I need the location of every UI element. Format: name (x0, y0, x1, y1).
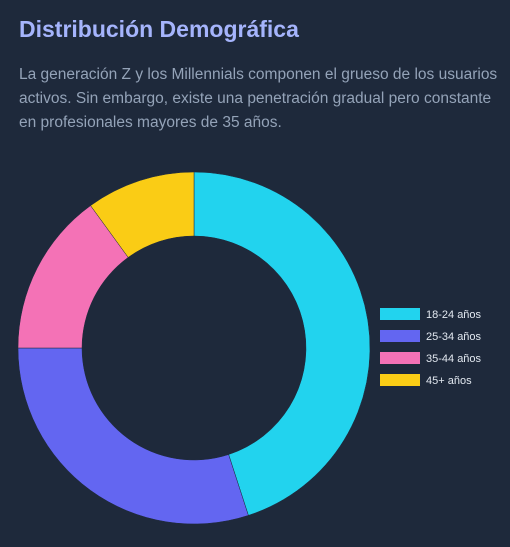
legend-label: 35-44 años (426, 353, 482, 365)
slice (17, 347, 249, 525)
title: Distribución Demográfica (19, 16, 299, 42)
legend-swatch (380, 352, 420, 364)
legend-label: 45+ años (426, 375, 472, 387)
legend-swatch (380, 374, 420, 386)
slice (90, 171, 195, 258)
description: La generación Z y los Millennials compon… (19, 66, 498, 131)
legend-label: 25-34 años (426, 331, 482, 343)
legend-swatch (380, 308, 420, 320)
legend-label: 18-24 años (426, 309, 482, 321)
legend-swatch (380, 330, 420, 342)
